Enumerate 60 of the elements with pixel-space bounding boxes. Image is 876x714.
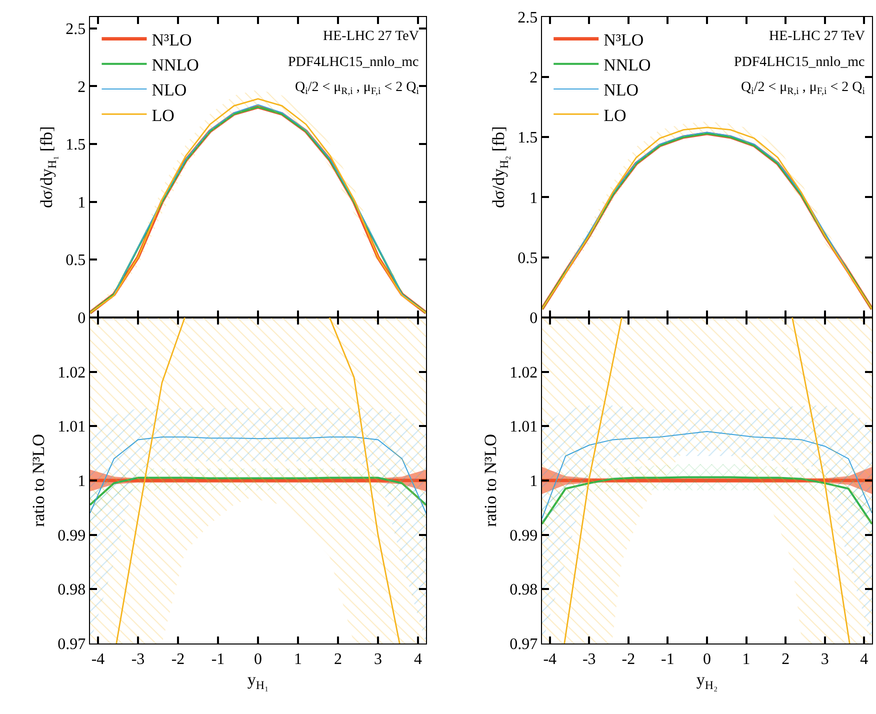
x-tick-label: 0	[703, 650, 711, 668]
y-tick-label: 0.5	[518, 250, 538, 267]
y-tick-label: 1	[78, 194, 86, 212]
y-tick-label: 0.99	[58, 527, 86, 544]
y-axis-title: ratio to N³LO	[29, 434, 48, 527]
y-tick-label: 2.5	[518, 9, 538, 26]
x-tick-label: -2	[171, 650, 185, 668]
annotation: HE-LHC 27 TeV	[323, 29, 419, 44]
x-tick-label: -3	[131, 650, 145, 668]
annotation: PDF4LHC15_nnlo_mc	[288, 55, 419, 70]
x-tick-label: 1	[742, 650, 750, 668]
x-tick-label: -2	[622, 650, 636, 668]
legend-label: NNLO	[604, 56, 651, 75]
y-tick-label: 1	[530, 473, 538, 490]
legend-label: LO	[604, 106, 626, 125]
legend-label: N³LO	[152, 30, 192, 50]
y-tick-label: 0.97	[58, 636, 86, 654]
x-tick-label: -4	[91, 650, 105, 668]
y-tick-label: 2	[78, 78, 86, 96]
x-tick-label: 4	[860, 650, 868, 668]
y-tick-label: 1.01	[58, 418, 86, 436]
x-tick-label: 4	[414, 650, 422, 668]
x-tick-label: -3	[582, 650, 596, 668]
y-tick-label: 0	[530, 310, 538, 328]
y-tick-label: 0.98	[510, 582, 538, 599]
y-tick-label: 2	[530, 69, 538, 86]
x-tick-label: 3	[374, 650, 382, 668]
x-tick-label: -1	[211, 650, 225, 668]
annotation: HE-LHC 27 TeV	[769, 29, 865, 44]
legend-label: NLO	[152, 80, 187, 100]
x-axis-title: y$_{H₂}$	[696, 670, 718, 692]
y-tick-label: 2.5	[66, 20, 86, 38]
y-tick-label: 1	[78, 473, 86, 490]
y-tick-label: 0.99	[510, 527, 538, 544]
y-tick-label: 0.98	[58, 582, 86, 599]
x-tick-label: -4	[543, 650, 557, 668]
legend-label: N³LO	[604, 30, 644, 50]
x-tick-label: 2	[334, 650, 342, 668]
x-tick-label: 1	[294, 650, 302, 668]
x-tick-label: 0	[254, 650, 262, 668]
y-tick-label: 0.97	[510, 636, 538, 654]
y-tick-label: 0.5	[66, 252, 86, 270]
annotation: PDF4LHC15_nnlo_mc	[734, 55, 865, 70]
y-tick-label: 1.02	[510, 364, 538, 382]
legend-label: LO	[152, 106, 174, 125]
y-tick-label: 1.5	[518, 130, 538, 147]
y-tick-label: 1.01	[510, 418, 538, 436]
legend-label: NLO	[604, 80, 639, 100]
legend-label: NNLO	[152, 56, 199, 75]
y-axis-title: ratio to N³LO	[481, 434, 500, 527]
annotation: Q$_{i}$/2 < μ$_{R,i}$ , μ$_{F,i}$ < 2 Q$_{i}$	[741, 80, 866, 97]
y-tick-label: 0	[78, 310, 86, 328]
x-tick-label: -1	[661, 650, 674, 668]
x-axis-title: y$_{H₁}$	[247, 670, 269, 692]
x-tick-label: 3	[820, 650, 829, 668]
y-tick-label: 1	[530, 190, 538, 207]
y-tick-label: 1.5	[66, 136, 86, 154]
annotation: Q$_{i}$/2 < μ$_{R,i}$ , μ$_{F,i}$ < 2 Q$_{i}$	[295, 80, 420, 97]
x-tick-label: 2	[782, 650, 790, 668]
y-tick-label: 1.02	[58, 364, 86, 382]
